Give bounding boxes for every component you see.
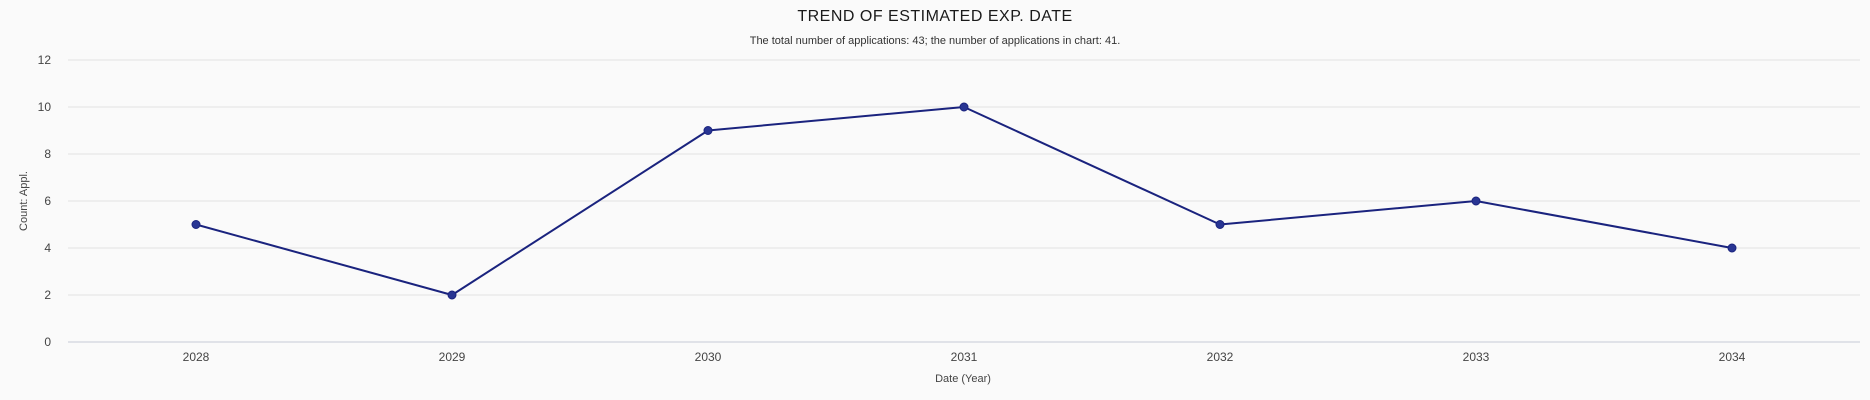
data-point[interactable] — [447, 290, 457, 300]
data-point[interactable] — [191, 220, 201, 229]
x-tick-label: 2028 — [183, 350, 210, 364]
x-axis-ticks: 2028 2029 2030 2031 2032 2033 2034 — [183, 350, 1746, 364]
data-point[interactable] — [703, 126, 713, 135]
y-tick-label: 8 — [44, 147, 51, 161]
y-gridlines — [68, 59, 1860, 296]
y-tick-label: 0 — [44, 335, 51, 349]
data-points — [191, 102, 1737, 300]
y-tick-label: 10 — [38, 100, 52, 114]
y-axis-label: Count: Appl. — [18, 171, 30, 231]
y-tick-label: 6 — [44, 194, 51, 208]
x-axis-label: Date (Year) — [935, 373, 991, 385]
data-point[interactable] — [1215, 220, 1225, 229]
data-point[interactable] — [1471, 196, 1481, 206]
y-tick-label: 4 — [44, 241, 51, 255]
y-axis-ticks: 0 2 4 6 8 10 12 — [38, 53, 52, 349]
data-point[interactable] — [1727, 243, 1737, 253]
y-tick-label: 12 — [38, 53, 52, 67]
x-tick-label: 2033 — [1463, 350, 1490, 364]
x-tick-label: 2029 — [439, 350, 466, 364]
data-point[interactable] — [959, 102, 969, 112]
chart-subtitle: The total number of applications: 43; th… — [750, 35, 1121, 47]
x-tick-label: 2032 — [1207, 350, 1234, 364]
chart-title: TREND OF ESTIMATED EXP. DATE — [797, 8, 1072, 25]
x-tick-label: 2030 — [695, 350, 722, 364]
x-tick-label: 2034 — [1719, 350, 1746, 364]
x-tick-label: 2031 — [951, 350, 978, 364]
y-tick-label: 2 — [44, 288, 51, 302]
